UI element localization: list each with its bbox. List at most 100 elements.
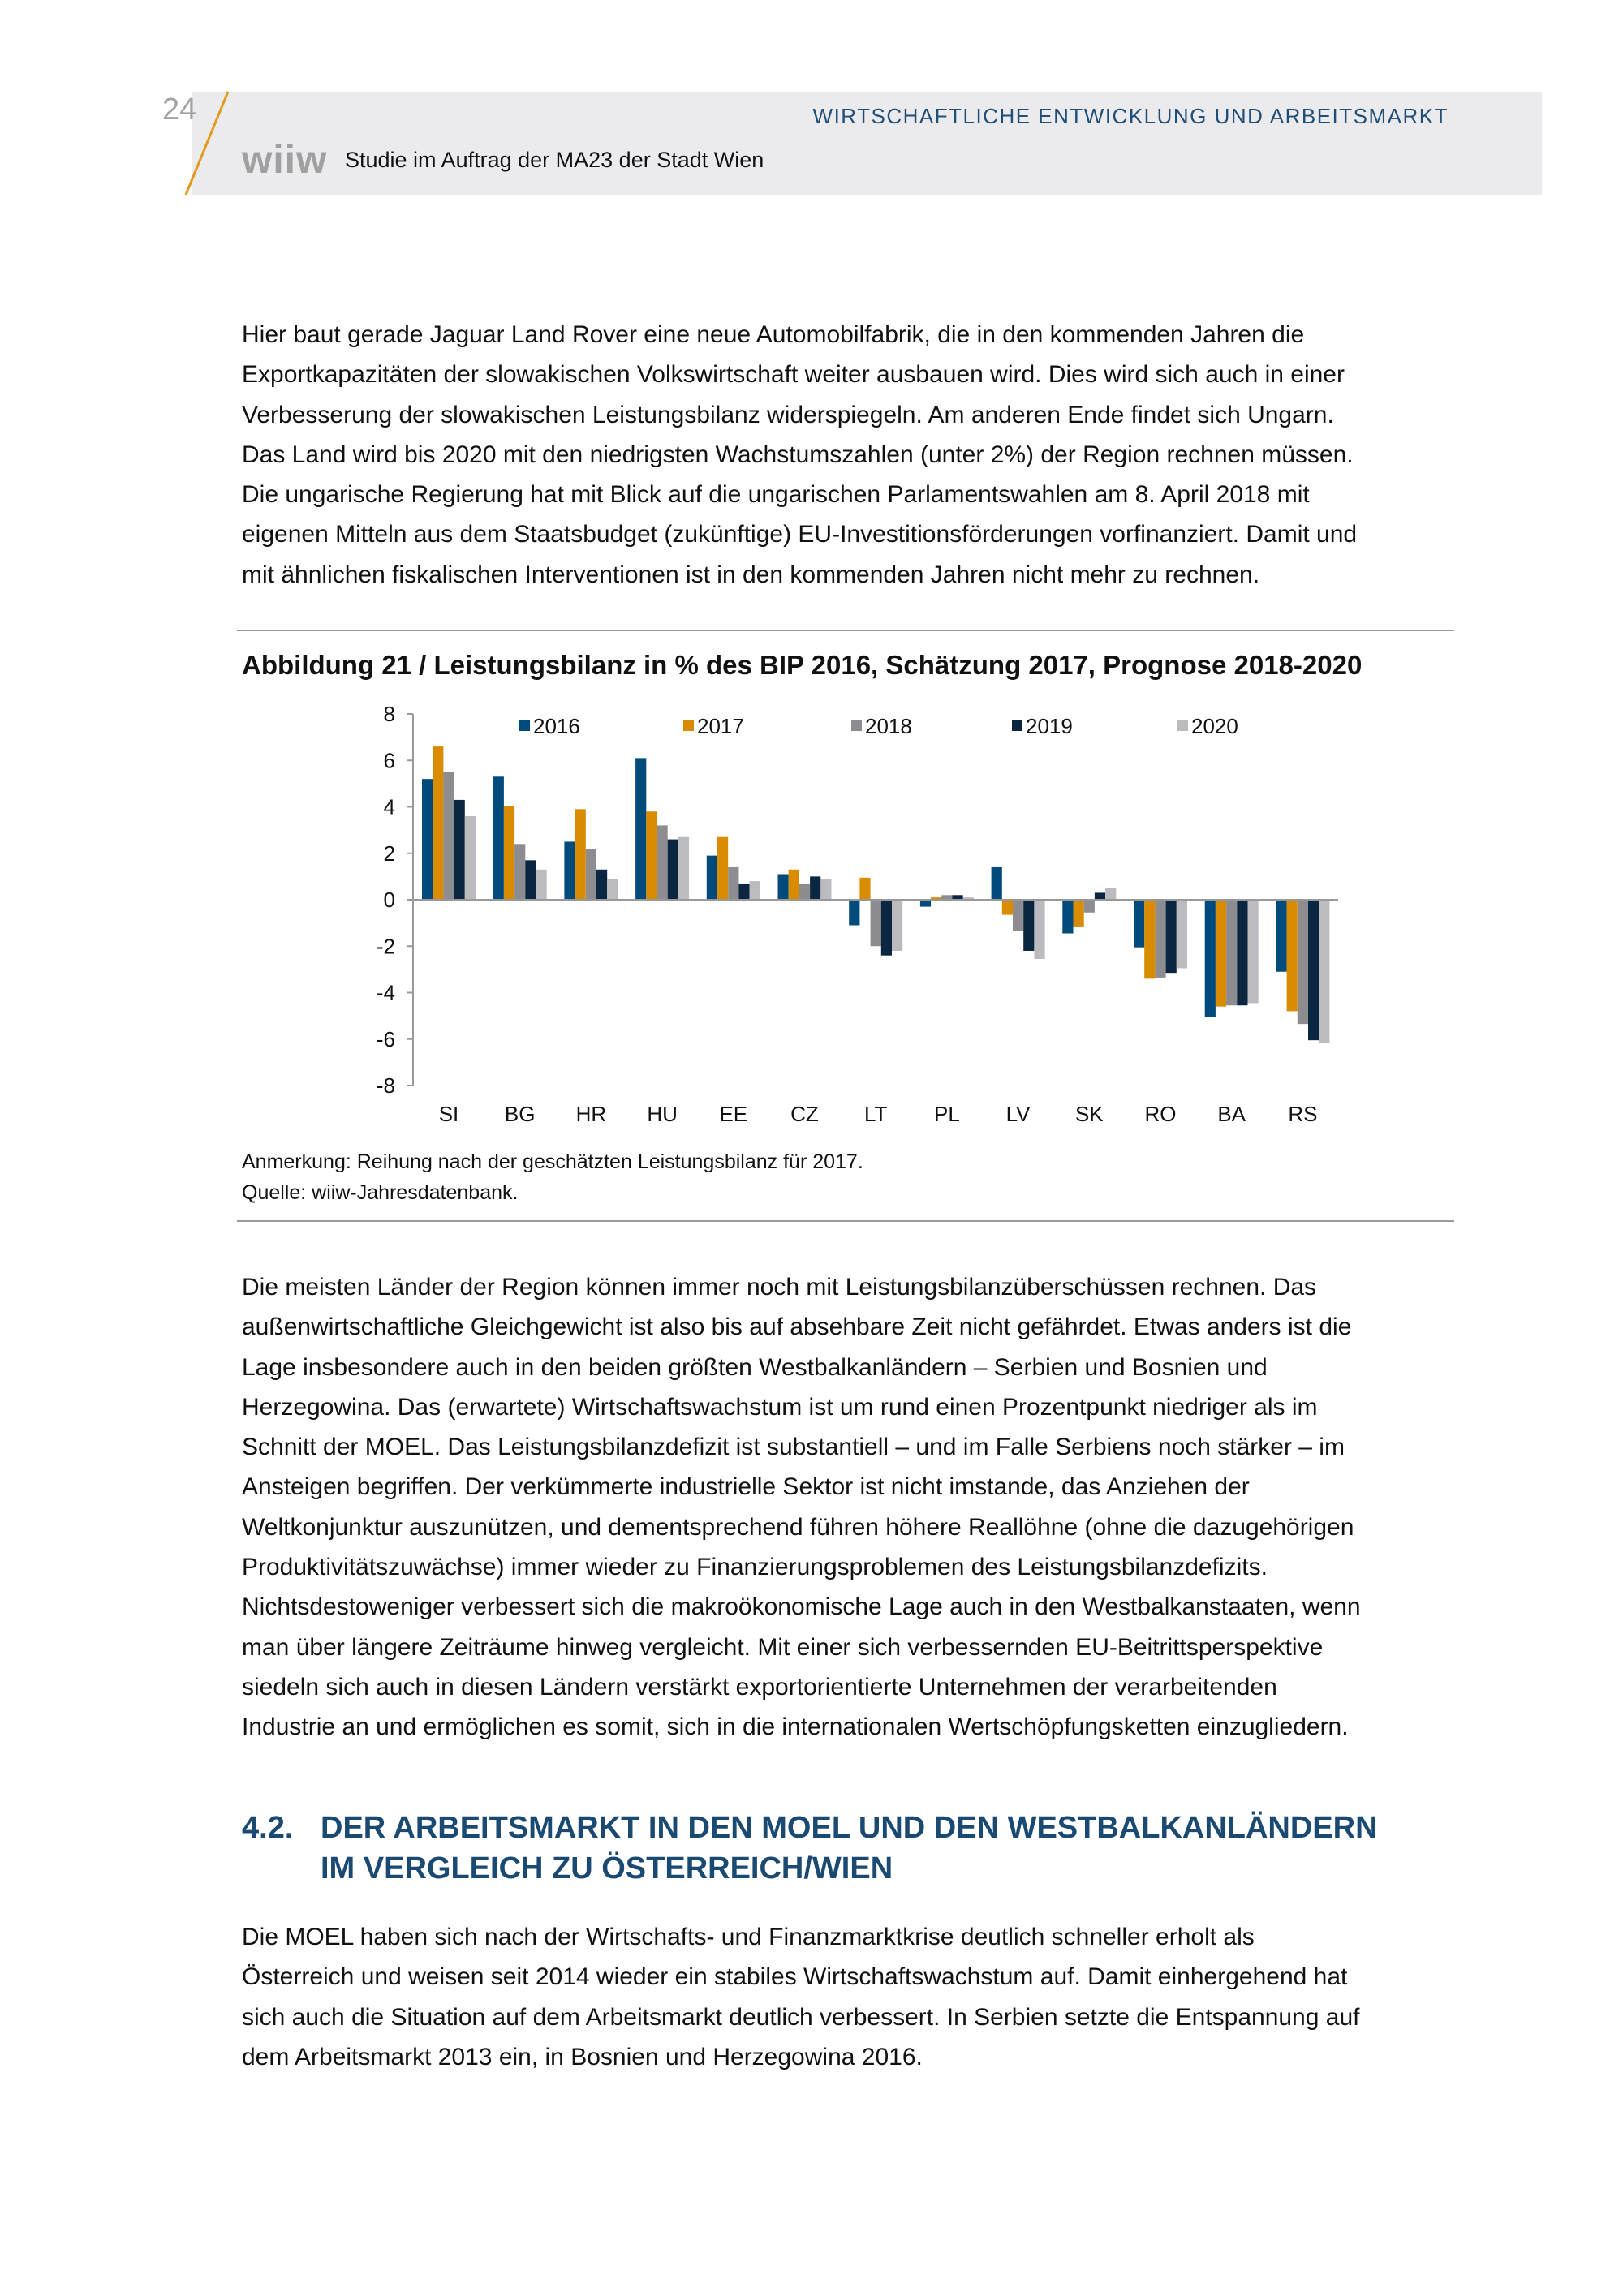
bar-SK-2018 xyxy=(1083,900,1095,913)
bar-EE-2018 xyxy=(728,866,739,900)
x-tick-label: SK xyxy=(1075,1102,1104,1126)
bar-BG-2016 xyxy=(493,776,504,900)
bar-EE-2019 xyxy=(738,883,750,900)
y-tick-label: 2 xyxy=(384,841,395,866)
bar-CZ-2020 xyxy=(820,879,832,900)
legend-label: 2019 xyxy=(1026,714,1073,738)
heading-number: 4.2. xyxy=(242,1811,294,1845)
bar-EE-2020 xyxy=(749,881,760,900)
legend-label: 2018 xyxy=(865,714,912,738)
text-line: Exportkapazitäten der slowakischen Volks… xyxy=(242,361,1345,389)
legend-swatch-2017 xyxy=(683,720,694,731)
bar-RS-2018 xyxy=(1297,900,1308,1025)
x-tick-label: SI xyxy=(439,1102,459,1126)
legend-swatch-2016 xyxy=(519,720,530,731)
bar-SI-2020 xyxy=(464,815,476,900)
bar-BG-2020 xyxy=(536,869,547,900)
bar-LV-2016 xyxy=(991,866,1002,900)
bar-EE-2017 xyxy=(717,836,729,900)
y-tick-label: -8 xyxy=(377,1073,395,1098)
bar-CZ-2016 xyxy=(777,874,789,900)
bar-LT-2020 xyxy=(892,900,903,951)
header-band xyxy=(192,92,1542,195)
bar-HR-2017 xyxy=(575,809,586,900)
legend-label: 2020 xyxy=(1191,714,1238,738)
text-line: Die ungarische Regierung hat mit Blick a… xyxy=(242,481,1310,509)
bar-HU-2016 xyxy=(635,758,647,900)
text-line: sich auch die Situation auf dem Arbeitsm… xyxy=(242,2003,1360,2031)
x-tick-label: PL xyxy=(934,1102,960,1126)
bar-LV-2018 xyxy=(1013,900,1024,931)
text-line: Herzegowina. Das (erwartete) Wirtschafts… xyxy=(242,1393,1318,1421)
bar-LV-2020 xyxy=(1034,900,1045,959)
bar-SI-2019 xyxy=(454,799,465,900)
text-line: mit ähnlichen fiskalischen Interventione… xyxy=(242,561,1260,588)
x-tick-label: LT xyxy=(864,1102,888,1126)
bar-RS-2016 xyxy=(1276,900,1287,972)
text-line: man über längere Zeiträume hinweg vergle… xyxy=(242,1633,1324,1661)
bar-SK-2019 xyxy=(1094,892,1106,900)
paragraph-3: Die MOEL haben sich nach der Wirtschafts… xyxy=(242,1917,1475,2077)
bar-CZ-2018 xyxy=(799,883,811,900)
header-accent-slash xyxy=(184,91,230,196)
y-tick-label: 6 xyxy=(384,748,395,772)
bar-RO-2017 xyxy=(1144,900,1156,979)
wiiw-logo: wiiw xyxy=(242,139,328,182)
text-line: Hier baut gerade Jaguar Land Rover eine … xyxy=(242,321,1305,348)
text-line: Österreich und weisen seit 2014 wieder e… xyxy=(242,1963,1348,1991)
bar-HU-2019 xyxy=(667,839,678,900)
legend-swatch-2019 xyxy=(1012,720,1022,731)
bar-BA-2017 xyxy=(1215,900,1227,1007)
x-tick-label: BA xyxy=(1217,1102,1246,1126)
y-tick-label: 4 xyxy=(384,795,395,819)
bar-LT-2016 xyxy=(849,900,860,926)
page-number: 24 xyxy=(162,92,197,127)
bar-HR-2020 xyxy=(607,879,618,900)
text-line: Lage insbesondere auch in den beiden grö… xyxy=(242,1353,1268,1381)
bar-HU-2020 xyxy=(678,836,690,900)
legend-swatch-2020 xyxy=(1177,720,1188,731)
bar-HU-2017 xyxy=(646,811,657,900)
x-tick-label: HR xyxy=(576,1102,607,1126)
bar-RO-2019 xyxy=(1165,900,1177,974)
bar-LV-2019 xyxy=(1023,900,1035,951)
bar-RS-2020 xyxy=(1319,900,1330,1043)
heading-line-2: IM VERGLEICH ZU ÖSTERREICH/WIEN xyxy=(321,1851,893,1885)
figure-source: Quelle: wiiw-Jahresdatenbank. xyxy=(242,1181,519,1204)
bar-LT-2019 xyxy=(880,900,892,956)
text-line: siedeln sich auch in diesen Ländern vers… xyxy=(242,1673,1277,1701)
bar-CZ-2019 xyxy=(810,876,821,900)
bar-PL-2020 xyxy=(962,897,974,900)
text-line: Nichtsdestoweniger verbessert sich die m… xyxy=(242,1593,1361,1621)
y-tick-label: 0 xyxy=(384,888,395,912)
bar-SK-2020 xyxy=(1105,888,1117,900)
legend-swatch-2018 xyxy=(851,720,862,731)
bar-SK-2016 xyxy=(1062,900,1074,934)
bar-HR-2018 xyxy=(585,849,596,900)
bar-LT-2018 xyxy=(870,900,881,947)
header-subtitle: Studie im Auftrag der MA23 der Stadt Wie… xyxy=(345,148,764,172)
bar-BA-2020 xyxy=(1247,900,1259,1004)
bar-SI-2016 xyxy=(422,779,433,900)
paragraph-2: Die meisten Länder der Region können imm… xyxy=(242,1267,1475,1748)
bar-RS-2017 xyxy=(1286,900,1298,1012)
x-tick-label: EE xyxy=(719,1102,747,1126)
bar-PL-2018 xyxy=(941,895,953,900)
text-line: Produktivitätszuwächse) immer wieder zu … xyxy=(242,1554,1268,1581)
bar-HR-2019 xyxy=(596,869,608,900)
bar-SK-2017 xyxy=(1073,900,1084,927)
figure-top-rule xyxy=(237,630,1454,631)
section-title: WIRTSCHAFTLICHE ENTWICKLUNG UND ARBEITSM… xyxy=(812,104,1449,128)
bar-RS-2019 xyxy=(1308,900,1319,1041)
bar-SI-2017 xyxy=(433,746,444,900)
figure-note: Anmerkung: Reihung nach der geschätzten … xyxy=(242,1150,863,1173)
text-line: Ansteigen begriffen. Der verkümmerte ind… xyxy=(242,1473,1250,1501)
bar-LV-2017 xyxy=(1001,900,1013,915)
text-line: Verbesserung der slowakischen Leistungsb… xyxy=(242,401,1334,428)
x-tick-label: CZ xyxy=(790,1102,819,1126)
text-line: außenwirtschaftliche Gleichgewicht ist a… xyxy=(242,1314,1352,1341)
y-tick-label: -4 xyxy=(377,981,395,1005)
figure-title: Abbildung 21 / Leistungsbilanz in % des … xyxy=(242,650,1363,680)
legend-label: 2017 xyxy=(697,714,744,738)
bar-BG-2018 xyxy=(514,844,526,900)
